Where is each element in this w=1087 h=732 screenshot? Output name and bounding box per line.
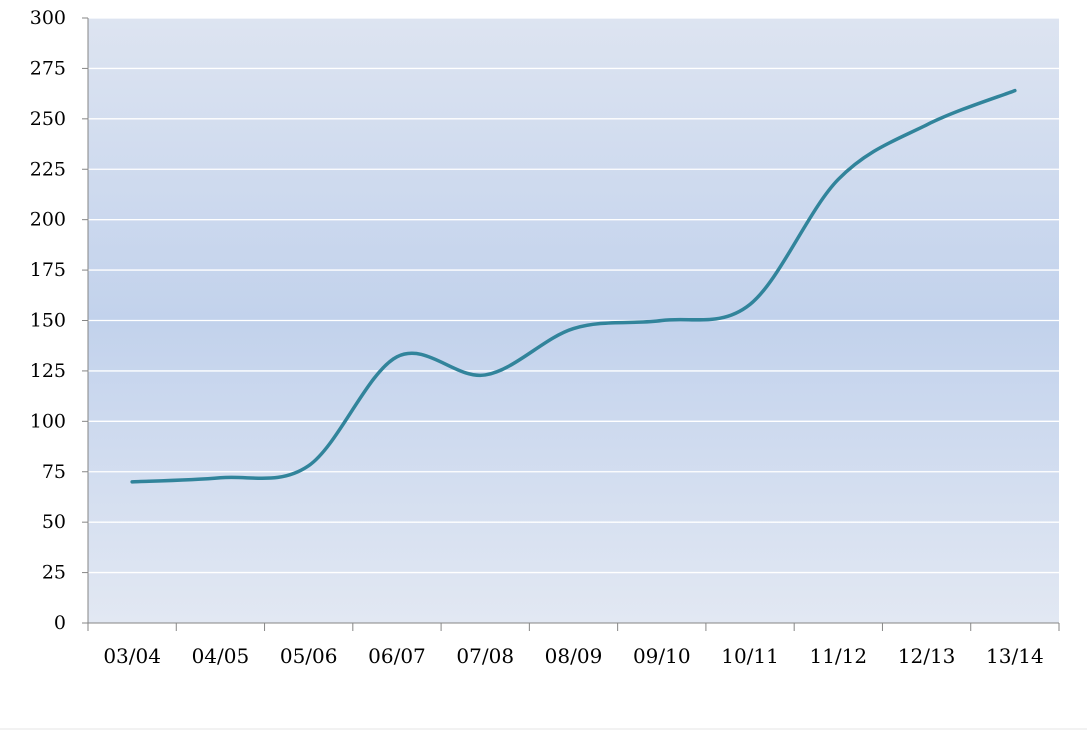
y-tick-label: 100: [30, 410, 66, 432]
grid-lines: [88, 17, 1059, 574]
x-axis-ticks: 03/04 04/05 05/06 06/07 07/08 08/09 09/10 10/11…: [87, 623, 1060, 668]
x-tick-label: 07/08: [456, 644, 514, 668]
y-tick-label: 275: [30, 57, 66, 79]
y-axis-ticks: 0 25 50 75 100 125 150 175 200 225 250 275 300: [30, 7, 88, 634]
series-group: [130, 88, 1017, 484]
x-tick-label: 05/06: [280, 644, 338, 668]
y-tick-label: 125: [30, 360, 66, 382]
series-line: [130, 88, 1017, 484]
x-tick-label: 10/11: [721, 644, 779, 668]
x-tick-label: 04/05: [192, 644, 250, 668]
x-tick-label: 06/07: [368, 644, 426, 668]
x-tick-label: 03/04: [103, 644, 161, 668]
y-tick-label: 175: [30, 259, 66, 281]
y-tick-label: 250: [30, 108, 66, 130]
y-tick-label: 50: [42, 511, 66, 533]
y-tick-label: 150: [30, 310, 66, 332]
x-tick-label: 09/10: [633, 644, 691, 668]
y-tick-label: 200: [30, 209, 66, 231]
y-tick-label: 225: [30, 158, 66, 180]
x-tick-label: 11/12: [809, 644, 867, 668]
y-tick-label: 0: [54, 612, 66, 634]
x-tick-label: 12/13: [898, 644, 956, 668]
y-tick-label: 75: [42, 461, 66, 483]
y-tick-label: 25: [42, 562, 66, 584]
x-tick-label: 08/09: [545, 644, 603, 668]
x-tick-label: 13/14: [986, 644, 1044, 668]
y-tick-label: 300: [30, 7, 66, 29]
